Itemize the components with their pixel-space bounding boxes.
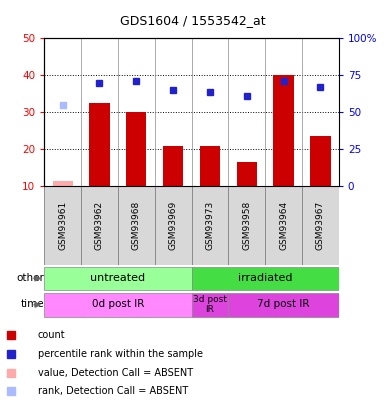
Text: other: other <box>17 273 44 283</box>
Text: GSM93964: GSM93964 <box>279 201 288 250</box>
Bar <box>192 293 228 317</box>
Bar <box>192 266 339 290</box>
Text: count: count <box>38 330 65 339</box>
Bar <box>126 112 146 186</box>
Bar <box>81 186 118 265</box>
Bar <box>228 293 339 317</box>
Text: percentile rank within the sample: percentile rank within the sample <box>38 349 203 359</box>
Bar <box>310 136 330 186</box>
Bar <box>228 186 265 265</box>
Bar <box>265 186 302 265</box>
Text: GDS1604 / 1553542_at: GDS1604 / 1553542_at <box>120 14 265 27</box>
Bar <box>237 162 257 186</box>
Text: rank, Detection Call = ABSENT: rank, Detection Call = ABSENT <box>38 386 188 396</box>
Text: GSM93968: GSM93968 <box>132 201 141 250</box>
Bar <box>155 186 192 265</box>
Text: time: time <box>21 299 44 309</box>
Bar <box>89 103 110 186</box>
Bar <box>273 75 294 186</box>
Text: GSM93958: GSM93958 <box>242 201 251 250</box>
Text: GSM93961: GSM93961 <box>58 201 67 250</box>
Text: value, Detection Call = ABSENT: value, Detection Call = ABSENT <box>38 368 193 377</box>
Bar <box>53 181 73 186</box>
Bar <box>118 186 155 265</box>
Bar <box>44 266 192 290</box>
Text: untreated: untreated <box>90 273 146 283</box>
Text: GSM93967: GSM93967 <box>316 201 325 250</box>
Bar <box>200 146 220 186</box>
Text: 0d post IR: 0d post IR <box>92 299 144 309</box>
Bar <box>302 186 339 265</box>
Bar <box>163 146 183 186</box>
Text: GSM93969: GSM93969 <box>169 201 177 250</box>
Text: GSM93962: GSM93962 <box>95 201 104 250</box>
Bar <box>44 186 81 265</box>
Bar <box>192 186 228 265</box>
Text: GSM93973: GSM93973 <box>206 201 214 250</box>
Text: irradiated: irradiated <box>238 273 293 283</box>
Bar <box>44 293 192 317</box>
Text: 7d post IR: 7d post IR <box>257 299 310 309</box>
Text: 3d post
IR: 3d post IR <box>193 294 227 314</box>
